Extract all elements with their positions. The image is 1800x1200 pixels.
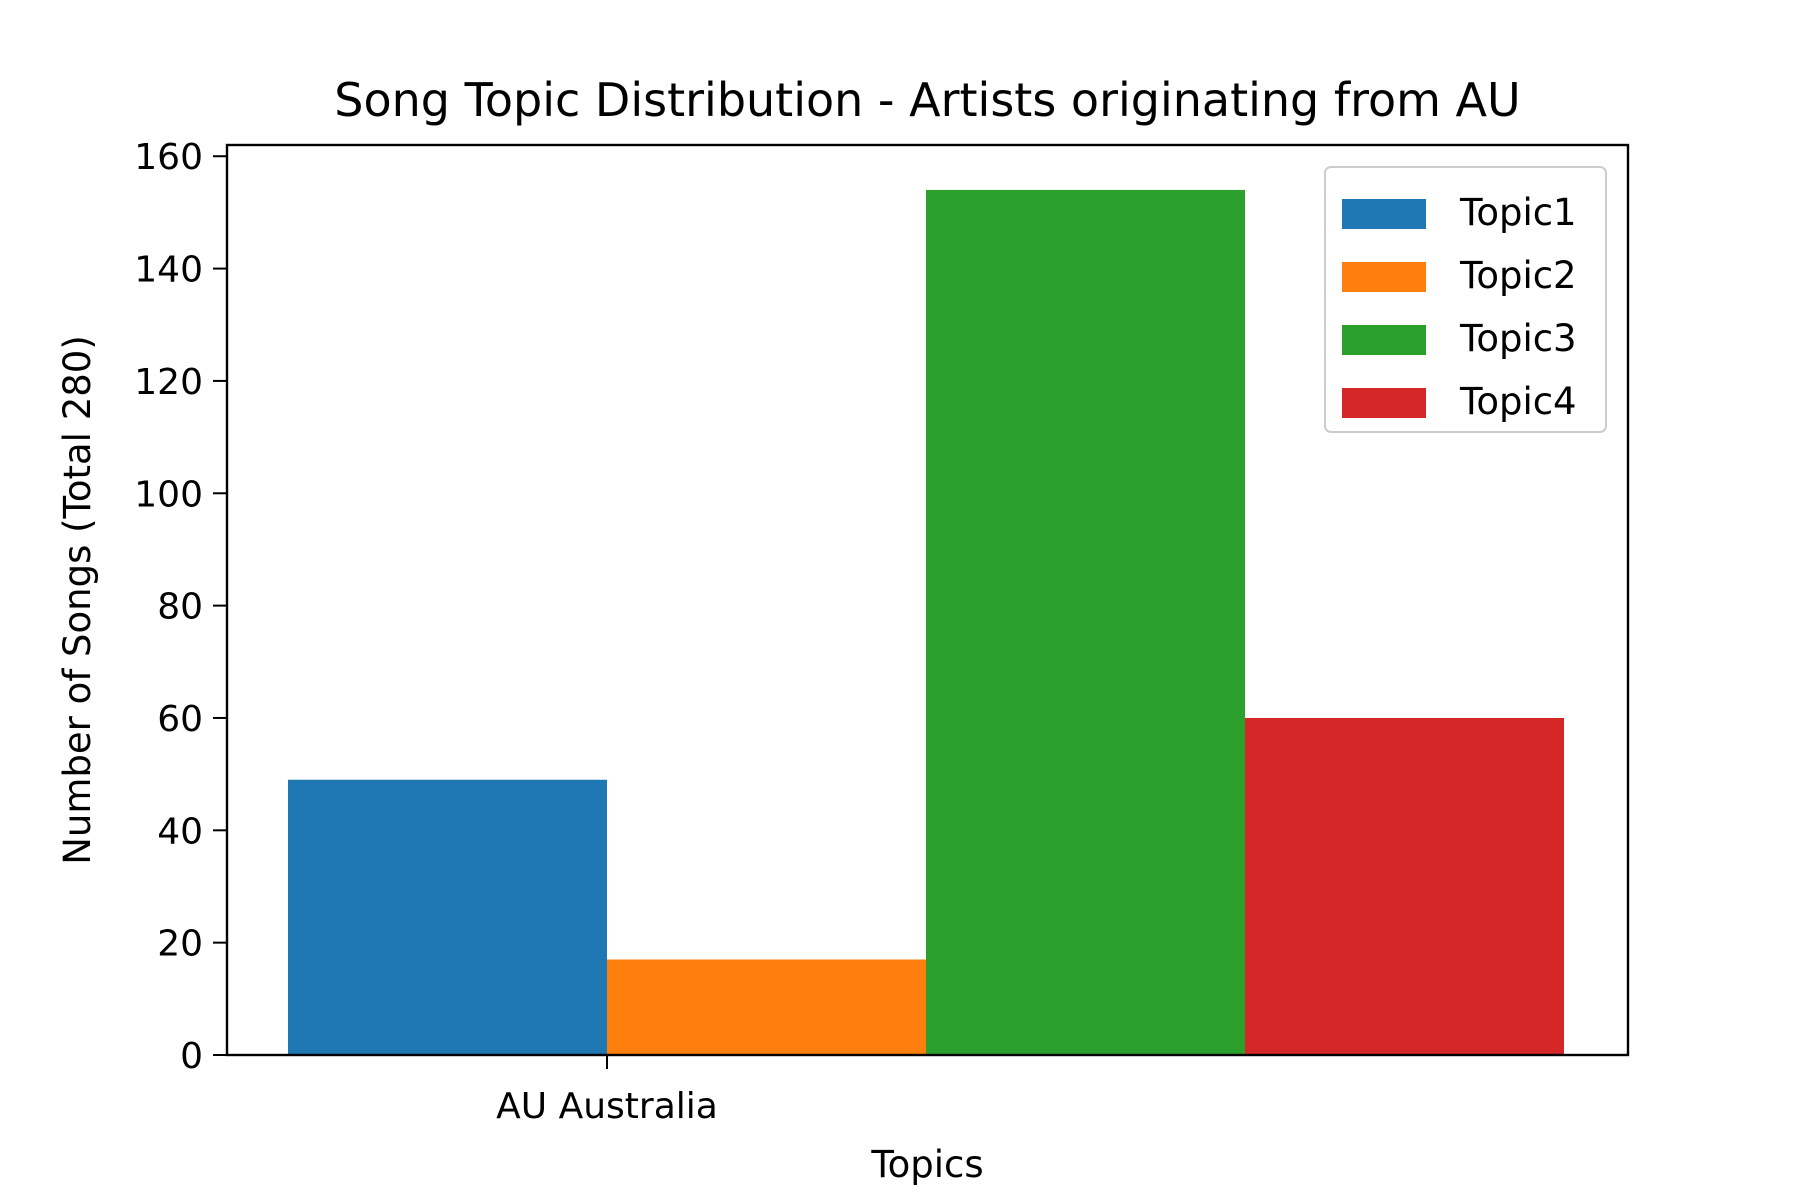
y-tick-label: 60	[157, 699, 203, 740]
y-tick-label: 20	[157, 924, 203, 965]
x-axis: AU Australia	[496, 1055, 718, 1127]
bar-topic4	[1245, 717, 1564, 1055]
legend-label: Topic2	[1459, 254, 1577, 297]
legend: Topic1 Topic2 Topic3 Topic4	[1324, 166, 1607, 433]
legend-label: Topic3	[1459, 317, 1577, 360]
legend-label: Topic1	[1459, 191, 1577, 234]
y-tick-label: 80	[157, 587, 203, 628]
chart-title: Song Topic Distribution - Artists origin…	[334, 73, 1520, 127]
y-tick-label: 40	[157, 811, 203, 852]
plot-frame	[225, 143, 1630, 1057]
y-tick-label: 160	[134, 137, 203, 178]
y-axis-label: Number of Songs (Total 280)	[56, 335, 99, 865]
bar-topic2	[607, 959, 926, 1055]
legend-box	[1324, 166, 1607, 433]
y-tick-label: 100	[134, 474, 203, 515]
legend-swatch	[1342, 262, 1426, 292]
bar-topic3	[926, 189, 1245, 1055]
legend-swatch	[1342, 325, 1426, 355]
bar-topic1	[288, 779, 607, 1055]
legend-swatch	[1342, 199, 1426, 229]
legend-label: Topic4	[1459, 380, 1577, 423]
plot-area: 0 20 40 60 80 100 120 140 160 AU Australia	[134, 137, 1630, 1127]
y-tick-label: 0	[180, 1036, 203, 1077]
y-tick-label: 120	[134, 362, 203, 403]
y-tick-label: 140	[134, 250, 203, 291]
x-axis-label: Topics	[870, 1143, 983, 1186]
legend-swatch	[1342, 388, 1426, 418]
bars-layer	[288, 189, 1564, 1055]
y-axis: 0 20 40 60 80 100 120 140 160	[134, 137, 227, 1077]
x-tick-label: AU Australia	[496, 1086, 718, 1127]
